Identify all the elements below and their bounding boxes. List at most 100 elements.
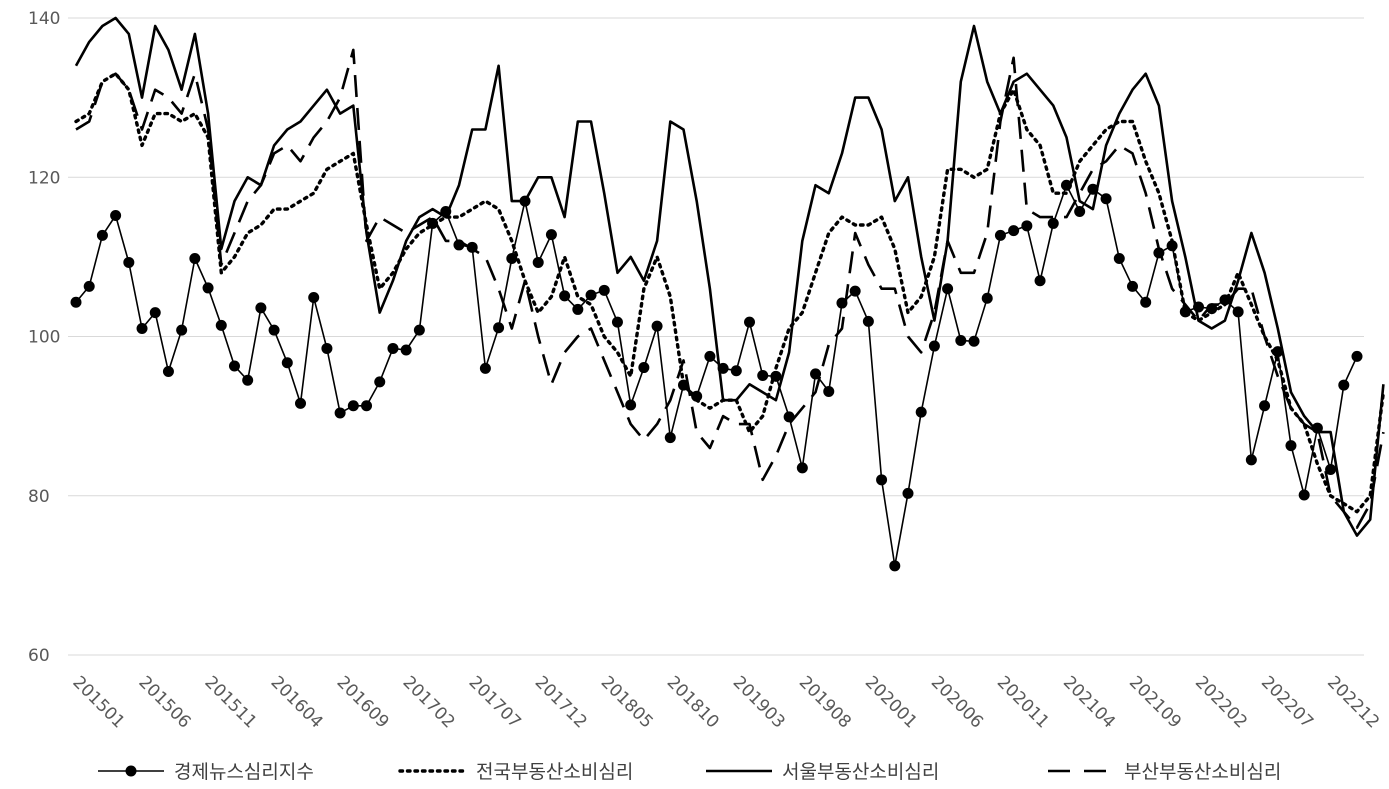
data-point	[928, 340, 940, 352]
legend-item: 서울부동산소비심리	[706, 761, 939, 783]
data-point	[1272, 346, 1284, 358]
data-point	[1126, 280, 1138, 292]
data-point	[136, 323, 148, 335]
data-point	[889, 560, 901, 572]
legend-label: 서울부동산소비심리	[782, 761, 939, 783]
data-point	[176, 324, 188, 336]
data-point	[823, 385, 835, 397]
series-line-1	[74, 71, 1386, 514]
y-tick-label: 80	[28, 487, 50, 507]
data-point	[1298, 489, 1310, 501]
data-point	[1232, 306, 1244, 318]
series-line-2	[74, 16, 1385, 537]
x-tick-label: 201810	[663, 672, 723, 732]
data-point	[651, 320, 663, 332]
data-point	[532, 256, 544, 268]
x-tick-label: 201702	[399, 672, 459, 732]
x-tick-label: 201501	[68, 672, 128, 732]
data-point	[453, 239, 465, 251]
data-point	[704, 350, 716, 362]
x-tick-label: 201712	[531, 672, 591, 732]
data-point	[572, 303, 584, 315]
x-tick-label: 202104	[1059, 672, 1119, 732]
data-point	[400, 344, 412, 356]
data-point	[757, 370, 769, 382]
data-point	[862, 315, 874, 327]
data-point	[1351, 350, 1363, 362]
data-point	[625, 399, 637, 411]
data-point	[664, 432, 676, 444]
data-point	[413, 324, 425, 336]
data-point	[1034, 275, 1046, 287]
data-point	[295, 397, 307, 409]
data-point	[70, 296, 82, 308]
x-tick-label: 202109	[1125, 672, 1185, 732]
data-point	[691, 390, 703, 402]
series-group	[70, 16, 1386, 572]
data-point	[1074, 205, 1086, 217]
legend-label: 경제뉴스심리지수	[174, 761, 314, 783]
data-point	[915, 406, 927, 418]
data-point	[638, 362, 650, 374]
data-point	[321, 342, 333, 354]
x-tick-label: 201805	[597, 672, 657, 732]
data-point	[493, 322, 505, 334]
y-tick-label: 120	[28, 168, 60, 188]
data-point	[1325, 463, 1337, 475]
data-point	[1338, 379, 1350, 391]
data-point	[242, 374, 254, 386]
data-point	[123, 256, 135, 268]
data-point	[1140, 296, 1152, 308]
data-point	[268, 324, 280, 336]
legend-label: 전국부동산소비심리	[476, 761, 633, 783]
data-point	[110, 209, 122, 221]
x-tick-label: 201609	[333, 672, 393, 732]
data-point	[479, 362, 491, 374]
data-point	[545, 229, 557, 241]
data-point	[968, 335, 980, 347]
x-tick-label: 202006	[927, 672, 987, 732]
data-point	[1021, 220, 1033, 232]
series-line-0	[75, 184, 1358, 567]
data-point	[598, 284, 610, 296]
x-axis-ticks: 201501 201506 201511 201604 201609 201702 2017…	[68, 672, 1383, 732]
legend: 경제뉴스심리지수 전국부동산소비심리 서울부동산소비심리 부산부동산소비심리	[98, 761, 1281, 783]
data-point	[202, 282, 214, 294]
data-point	[96, 229, 108, 241]
legend-item: 경제뉴스심리지수	[98, 761, 314, 783]
data-point	[162, 366, 174, 378]
data-point	[255, 302, 267, 314]
legend-label: 부산부동산소비심리	[1124, 761, 1281, 783]
data-point	[876, 474, 888, 486]
data-point	[1113, 252, 1125, 264]
data-point	[796, 462, 808, 474]
data-point	[994, 229, 1006, 241]
data-point	[981, 292, 993, 304]
data-point	[83, 280, 95, 292]
x-tick-label: 201903	[729, 672, 789, 732]
x-tick-label: 202212	[1323, 672, 1383, 732]
data-point	[215, 319, 227, 331]
data-point	[902, 487, 914, 499]
data-point	[374, 376, 386, 388]
x-tick-label: 202207	[1257, 672, 1317, 732]
data-point	[942, 283, 954, 295]
y-tick-label: 140	[28, 9, 60, 29]
data-point	[506, 252, 518, 264]
x-tick-label: 201511	[201, 672, 261, 732]
data-point	[955, 334, 967, 346]
data-point	[228, 360, 240, 372]
y-tick-label: 100	[28, 328, 60, 348]
x-tick-label: 202011	[993, 672, 1053, 732]
x-tick-label: 202001	[861, 672, 921, 732]
series-line-3	[75, 48, 1385, 529]
data-point	[361, 400, 373, 412]
data-point	[189, 252, 201, 264]
legend-item: 전국부동산소비심리	[398, 761, 633, 783]
data-point	[1245, 454, 1257, 466]
data-point	[611, 316, 623, 328]
data-point	[1047, 217, 1059, 229]
y-tick-label: 60	[28, 646, 50, 666]
x-tick-label: 201908	[795, 672, 855, 732]
